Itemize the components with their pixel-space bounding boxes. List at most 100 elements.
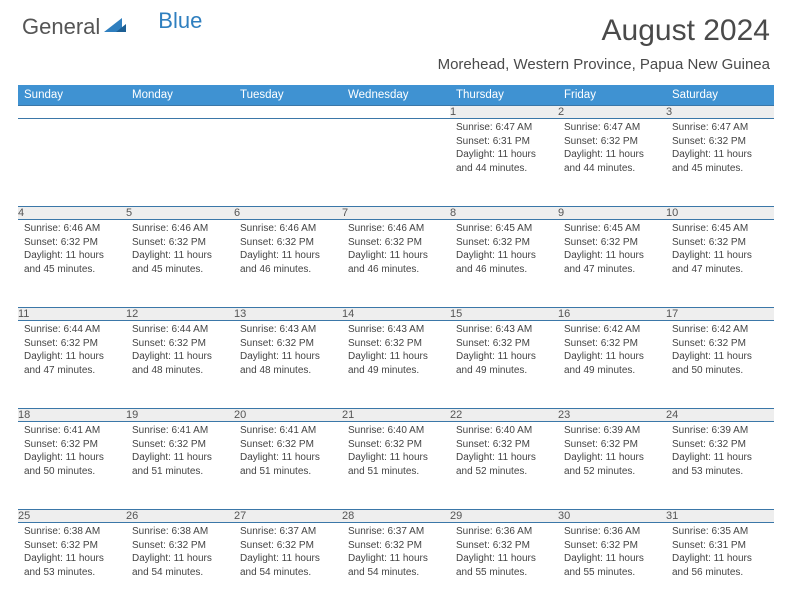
day-number-cell: 12 bbox=[126, 308, 234, 321]
day-details: Sunrise: 6:47 AMSunset: 6:32 PMDaylight:… bbox=[666, 119, 774, 179]
day-content-cell: Sunrise: 6:43 AMSunset: 6:32 PMDaylight:… bbox=[342, 321, 450, 409]
day-number-cell: 22 bbox=[450, 409, 558, 422]
day-content-cell: Sunrise: 6:46 AMSunset: 6:32 PMDaylight:… bbox=[18, 220, 126, 308]
calendar-table: Sunday Monday Tuesday Wednesday Thursday… bbox=[18, 85, 774, 611]
day-number-cell: 7 bbox=[342, 207, 450, 220]
day-number-cell: 6 bbox=[234, 207, 342, 220]
day-details: Sunrise: 6:47 AMSunset: 6:32 PMDaylight:… bbox=[558, 119, 666, 179]
day-number-row: 25262728293031 bbox=[18, 510, 774, 523]
day-content-cell: Sunrise: 6:41 AMSunset: 6:32 PMDaylight:… bbox=[234, 422, 342, 510]
day-content-cell: Sunrise: 6:36 AMSunset: 6:32 PMDaylight:… bbox=[558, 523, 666, 611]
day-content-cell: Sunrise: 6:45 AMSunset: 6:32 PMDaylight:… bbox=[558, 220, 666, 308]
day-details: Sunrise: 6:41 AMSunset: 6:32 PMDaylight:… bbox=[18, 422, 126, 482]
day-number-cell: 21 bbox=[342, 409, 450, 422]
day-content-cell: Sunrise: 6:41 AMSunset: 6:32 PMDaylight:… bbox=[18, 422, 126, 510]
logo-triangle-icon bbox=[104, 16, 126, 39]
day-details: Sunrise: 6:36 AMSunset: 6:32 PMDaylight:… bbox=[558, 523, 666, 583]
day-details: Sunrise: 6:45 AMSunset: 6:32 PMDaylight:… bbox=[450, 220, 558, 280]
day-content-cell: Sunrise: 6:43 AMSunset: 6:32 PMDaylight:… bbox=[450, 321, 558, 409]
day-number-cell: 30 bbox=[558, 510, 666, 523]
day-content-cell: Sunrise: 6:44 AMSunset: 6:32 PMDaylight:… bbox=[18, 321, 126, 409]
day-details: Sunrise: 6:47 AMSunset: 6:31 PMDaylight:… bbox=[450, 119, 558, 179]
day-content-cell: Sunrise: 6:40 AMSunset: 6:32 PMDaylight:… bbox=[342, 422, 450, 510]
day-content-cell: Sunrise: 6:39 AMSunset: 6:32 PMDaylight:… bbox=[666, 422, 774, 510]
day-content-cell bbox=[234, 119, 342, 207]
day-number-cell: 31 bbox=[666, 510, 774, 523]
weekday-header: Tuesday bbox=[234, 85, 342, 106]
day-details: Sunrise: 6:44 AMSunset: 6:32 PMDaylight:… bbox=[126, 321, 234, 381]
weekday-header: Thursday bbox=[450, 85, 558, 106]
day-number-cell: 17 bbox=[666, 308, 774, 321]
day-number-cell: 5 bbox=[126, 207, 234, 220]
day-content-cell: Sunrise: 6:44 AMSunset: 6:32 PMDaylight:… bbox=[126, 321, 234, 409]
day-details: Sunrise: 6:39 AMSunset: 6:32 PMDaylight:… bbox=[558, 422, 666, 482]
day-number-row: 45678910 bbox=[18, 207, 774, 220]
day-content-cell: Sunrise: 6:42 AMSunset: 6:32 PMDaylight:… bbox=[666, 321, 774, 409]
day-details: Sunrise: 6:46 AMSunset: 6:32 PMDaylight:… bbox=[234, 220, 342, 280]
day-number-cell: 8 bbox=[450, 207, 558, 220]
day-number-cell bbox=[18, 106, 126, 119]
day-details: Sunrise: 6:43 AMSunset: 6:32 PMDaylight:… bbox=[342, 321, 450, 381]
day-content-cell: Sunrise: 6:41 AMSunset: 6:32 PMDaylight:… bbox=[126, 422, 234, 510]
day-number-cell: 14 bbox=[342, 308, 450, 321]
day-content-cell: Sunrise: 6:37 AMSunset: 6:32 PMDaylight:… bbox=[342, 523, 450, 611]
day-number-row: 123 bbox=[18, 106, 774, 119]
day-content-cell: Sunrise: 6:38 AMSunset: 6:32 PMDaylight:… bbox=[126, 523, 234, 611]
day-number-cell: 9 bbox=[558, 207, 666, 220]
day-number-cell: 18 bbox=[18, 409, 126, 422]
day-details: Sunrise: 6:37 AMSunset: 6:32 PMDaylight:… bbox=[234, 523, 342, 583]
day-content-cell: Sunrise: 6:35 AMSunset: 6:31 PMDaylight:… bbox=[666, 523, 774, 611]
weekday-header: Wednesday bbox=[342, 85, 450, 106]
day-content-row: Sunrise: 6:46 AMSunset: 6:32 PMDaylight:… bbox=[18, 220, 774, 308]
day-number-cell: 2 bbox=[558, 106, 666, 119]
day-details: Sunrise: 6:37 AMSunset: 6:32 PMDaylight:… bbox=[342, 523, 450, 583]
weekday-header: Sunday bbox=[18, 85, 126, 106]
day-content-cell: Sunrise: 6:36 AMSunset: 6:32 PMDaylight:… bbox=[450, 523, 558, 611]
day-content-cell: Sunrise: 6:40 AMSunset: 6:32 PMDaylight:… bbox=[450, 422, 558, 510]
day-number-cell: 15 bbox=[450, 308, 558, 321]
day-number-row: 18192021222324 bbox=[18, 409, 774, 422]
day-number-cell: 3 bbox=[666, 106, 774, 119]
day-details: Sunrise: 6:46 AMSunset: 6:32 PMDaylight:… bbox=[18, 220, 126, 280]
logo-text-blue: Blue bbox=[158, 8, 202, 34]
day-content-cell: Sunrise: 6:47 AMSunset: 6:32 PMDaylight:… bbox=[558, 119, 666, 207]
day-content-cell: Sunrise: 6:38 AMSunset: 6:32 PMDaylight:… bbox=[18, 523, 126, 611]
day-content-cell bbox=[342, 119, 450, 207]
day-content-cell: Sunrise: 6:46 AMSunset: 6:32 PMDaylight:… bbox=[342, 220, 450, 308]
day-content-cell: Sunrise: 6:47 AMSunset: 6:31 PMDaylight:… bbox=[450, 119, 558, 207]
day-number-cell: 11 bbox=[18, 308, 126, 321]
day-content-row: Sunrise: 6:38 AMSunset: 6:32 PMDaylight:… bbox=[18, 523, 774, 611]
day-details: Sunrise: 6:42 AMSunset: 6:32 PMDaylight:… bbox=[558, 321, 666, 381]
weekday-header: Friday bbox=[558, 85, 666, 106]
logo-text-general: General bbox=[22, 14, 100, 40]
day-number-cell: 10 bbox=[666, 207, 774, 220]
weekday-header-row: Sunday Monday Tuesday Wednesday Thursday… bbox=[18, 85, 774, 106]
day-content-cell: Sunrise: 6:37 AMSunset: 6:32 PMDaylight:… bbox=[234, 523, 342, 611]
location-text: Morehead, Western Province, Papua New Gu… bbox=[438, 56, 770, 73]
logo: General Blue bbox=[22, 14, 202, 40]
day-content-row: Sunrise: 6:41 AMSunset: 6:32 PMDaylight:… bbox=[18, 422, 774, 510]
day-details: Sunrise: 6:43 AMSunset: 6:32 PMDaylight:… bbox=[450, 321, 558, 381]
day-content-cell: Sunrise: 6:42 AMSunset: 6:32 PMDaylight:… bbox=[558, 321, 666, 409]
day-number-cell bbox=[126, 106, 234, 119]
day-details: Sunrise: 6:43 AMSunset: 6:32 PMDaylight:… bbox=[234, 321, 342, 381]
day-number-cell: 29 bbox=[450, 510, 558, 523]
day-number-cell: 28 bbox=[342, 510, 450, 523]
day-content-row: Sunrise: 6:47 AMSunset: 6:31 PMDaylight:… bbox=[18, 119, 774, 207]
day-details: Sunrise: 6:38 AMSunset: 6:32 PMDaylight:… bbox=[126, 523, 234, 583]
day-number-cell: 1 bbox=[450, 106, 558, 119]
day-number-cell bbox=[234, 106, 342, 119]
day-number-cell: 24 bbox=[666, 409, 774, 422]
day-content-cell: Sunrise: 6:43 AMSunset: 6:32 PMDaylight:… bbox=[234, 321, 342, 409]
day-content-cell bbox=[126, 119, 234, 207]
day-number-cell: 16 bbox=[558, 308, 666, 321]
day-content-cell: Sunrise: 6:45 AMSunset: 6:32 PMDaylight:… bbox=[666, 220, 774, 308]
day-details: Sunrise: 6:45 AMSunset: 6:32 PMDaylight:… bbox=[558, 220, 666, 280]
day-details: Sunrise: 6:46 AMSunset: 6:32 PMDaylight:… bbox=[342, 220, 450, 280]
day-number-cell bbox=[342, 106, 450, 119]
day-details: Sunrise: 6:38 AMSunset: 6:32 PMDaylight:… bbox=[18, 523, 126, 583]
day-content-cell: Sunrise: 6:47 AMSunset: 6:32 PMDaylight:… bbox=[666, 119, 774, 207]
day-number-cell: 26 bbox=[126, 510, 234, 523]
day-details: Sunrise: 6:42 AMSunset: 6:32 PMDaylight:… bbox=[666, 321, 774, 381]
day-details: Sunrise: 6:41 AMSunset: 6:32 PMDaylight:… bbox=[234, 422, 342, 482]
